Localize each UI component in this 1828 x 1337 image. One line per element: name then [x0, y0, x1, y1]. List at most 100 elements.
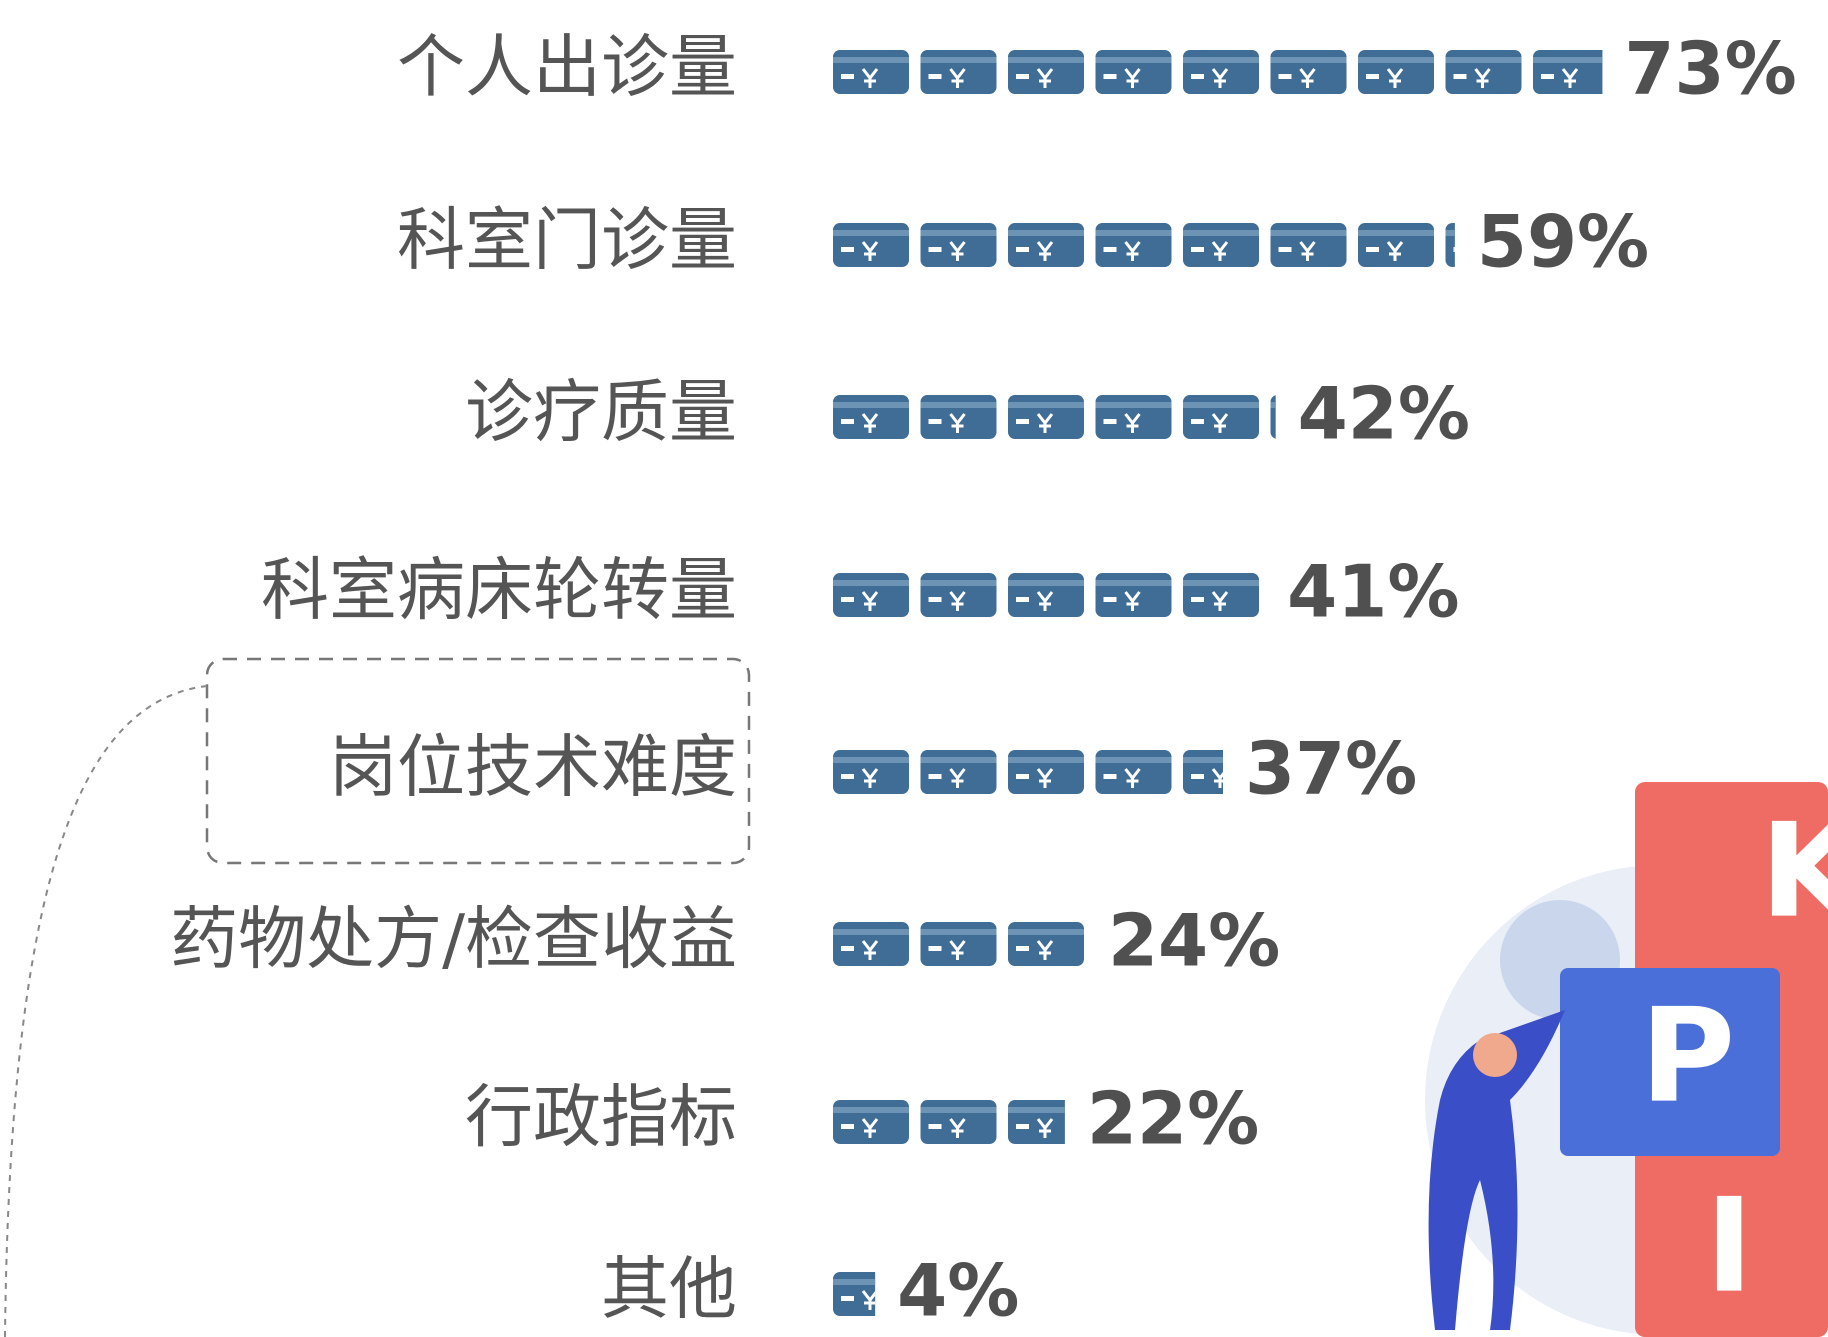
- letter: P: [1640, 980, 1735, 1132]
- value-label: 41%: [1287, 550, 1459, 634]
- icon-dash: [1103, 247, 1117, 252]
- icon-yen: [1211, 68, 1229, 88]
- icon-band: [833, 757, 909, 763]
- icon-band: [833, 580, 909, 586]
- icon-dash: [1366, 247, 1379, 252]
- icon-yen: [1124, 768, 1141, 788]
- icon-band: [1183, 230, 1259, 236]
- icon-yen: [1211, 768, 1223, 788]
- icon-yen: [1124, 241, 1141, 261]
- category-label: 药物处方/检查收益: [170, 901, 737, 980]
- icon-yen: [1211, 413, 1229, 433]
- bar: [833, 573, 1259, 617]
- icon-yen: [1386, 241, 1404, 261]
- icon-yen: [861, 1290, 876, 1310]
- icon-yen: [949, 768, 966, 788]
- icon-dash: [841, 74, 854, 79]
- icon-yen: [861, 241, 879, 261]
- icon-dash: [1191, 419, 1204, 424]
- icon-yen: [1036, 413, 1054, 433]
- icon-dash: [1191, 774, 1204, 779]
- icon-band: [833, 57, 909, 63]
- icon-band: [1533, 57, 1603, 63]
- bar: [833, 922, 1084, 966]
- icon-dash: [1016, 946, 1029, 951]
- icon-yen: [861, 413, 879, 433]
- icon-band: [833, 929, 909, 935]
- icon-band: [1358, 230, 1434, 236]
- icon-band: [1270, 402, 1276, 408]
- category-label: 科室病床轮转量: [261, 552, 737, 631]
- icon-dash: [1541, 74, 1554, 79]
- category-label: 诊疗质量: [465, 374, 737, 453]
- icon-dash: [928, 419, 942, 424]
- icon-dash: [1016, 1124, 1029, 1129]
- bar: [833, 1272, 876, 1316]
- icon-yen: [861, 591, 879, 611]
- connector: [4, 685, 208, 1337]
- icon-dash: [1191, 74, 1204, 79]
- icon-band: [920, 1107, 997, 1113]
- icon-dash: [841, 946, 854, 951]
- icon-band: [1095, 230, 1172, 236]
- icon-band: [1095, 580, 1172, 586]
- icon-yen: [949, 68, 966, 88]
- icon-yen: [949, 241, 966, 261]
- icon-dash: [841, 247, 854, 252]
- icon-band: [1008, 402, 1084, 408]
- icon-dash: [928, 74, 942, 79]
- value-label: 59%: [1477, 200, 1649, 284]
- icon-band: [1270, 230, 1347, 236]
- icon-dash: [841, 774, 854, 779]
- icon-yen: [1211, 241, 1229, 261]
- category-label: 岗位技术难度: [329, 729, 737, 808]
- icon-band: [833, 402, 909, 408]
- category-label: 其他: [601, 1251, 737, 1330]
- icon-yen: [1036, 768, 1054, 788]
- icon-dash: [1191, 247, 1204, 252]
- icon-band: [1008, 929, 1084, 935]
- category-label: 行政指标: [465, 1079, 737, 1158]
- icon-band: [833, 230, 909, 236]
- icon-dash: [1279, 419, 1292, 424]
- category-label: 科室门诊量: [397, 202, 737, 281]
- icon-band: [1095, 402, 1172, 408]
- icon-yen: [1299, 241, 1316, 261]
- icon-dash: [928, 247, 942, 252]
- icon-dash: [841, 597, 854, 602]
- icon-dash: [841, 419, 854, 424]
- icon-dash: [1016, 774, 1029, 779]
- icon-band: [1008, 580, 1084, 586]
- icon-dash: [1103, 597, 1117, 602]
- icon-dash: [1278, 247, 1292, 252]
- icon-band: [920, 57, 997, 63]
- icon-yen: [1474, 68, 1491, 88]
- icon-dash: [928, 597, 942, 602]
- icon-band: [920, 230, 997, 236]
- bar: [833, 1100, 1065, 1144]
- icon-dash: [1103, 774, 1117, 779]
- icon-dash: [928, 946, 942, 951]
- person: [1428, 1010, 1565, 1330]
- icon-dash: [1453, 247, 1455, 252]
- icon-band: [920, 402, 997, 408]
- icon-yen: [949, 1118, 966, 1138]
- person-head: [1473, 1033, 1517, 1077]
- letter: I: [1705, 1170, 1753, 1322]
- icon-dash: [1366, 74, 1379, 79]
- value-label: 4%: [897, 1249, 1019, 1333]
- icon-yen: [1124, 68, 1141, 88]
- icon-band: [1445, 57, 1522, 63]
- icon-band: [1008, 757, 1084, 763]
- bar: [833, 223, 1455, 267]
- icon-yen: [949, 413, 966, 433]
- icon-dash: [1016, 597, 1029, 602]
- icon-band: [1183, 580, 1259, 586]
- icon-band: [1183, 57, 1259, 63]
- highlight-box: [205, 657, 751, 865]
- icon-dash: [928, 1124, 942, 1129]
- icon-dash: [1453, 74, 1467, 79]
- icon-yen: [1386, 68, 1404, 88]
- category-label: 个人出诊量: [397, 29, 737, 108]
